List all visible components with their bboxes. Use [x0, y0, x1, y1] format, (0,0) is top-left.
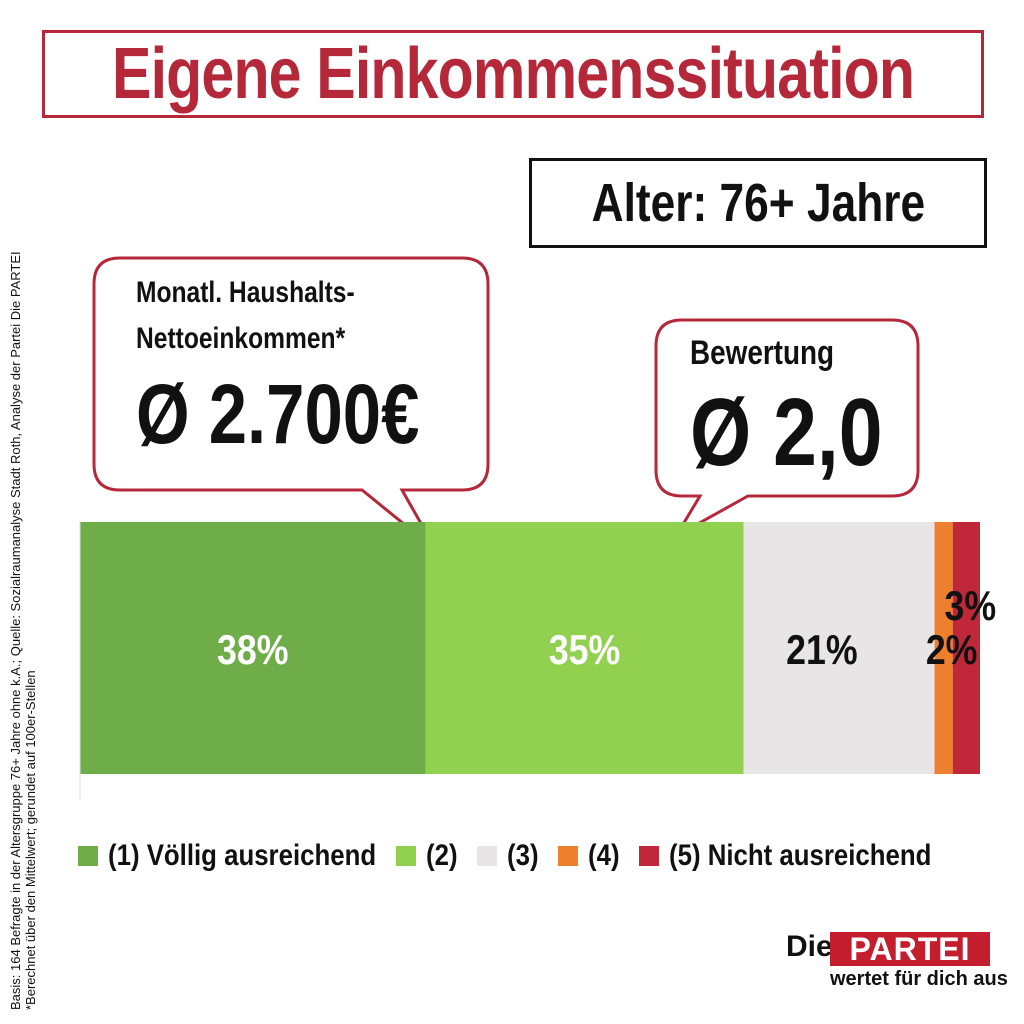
- bar-segment-1: [80, 522, 426, 774]
- bar-segment-4: [934, 522, 953, 774]
- legend-item-2: (2): [395, 839, 458, 873]
- legend-swatch: [395, 846, 416, 866]
- die-partei-logo: Die PARTEI wertet für dich aus: [786, 928, 1008, 998]
- income-value: Ø 2.700€: [136, 367, 420, 461]
- data-label-3: 21%: [786, 627, 857, 673]
- age-group-subtitle: Alter: 76+ Jahre: [591, 173, 925, 233]
- legend-item-1: (1) Völlig ausreichend: [78, 839, 376, 873]
- income-label-line1: Monatl. Haushalts-: [136, 276, 355, 309]
- legend-label: (5) Nicht ausreichend: [669, 839, 932, 872]
- data-label-4: 2%: [926, 627, 978, 673]
- legend-item-3: (3): [477, 839, 539, 873]
- source-footnote-line1: Basis: 164 Befragte in der Altersgruppe …: [8, 251, 23, 1010]
- source-footnote-line2: *Berechnet über den Mittelwert; gerundet…: [23, 670, 38, 1010]
- page-title: Eigene Einkommenssituation: [111, 34, 915, 114]
- data-label-5: 3%: [945, 583, 997, 629]
- stacked-bar: 38% 35% 21% 2%3%: [79, 522, 997, 800]
- rating-label: Bewertung: [690, 334, 835, 372]
- bar-segment-3: [743, 522, 935, 774]
- legend-swatch: [558, 846, 579, 866]
- logo-partei-text: PARTEI: [830, 931, 990, 967]
- legend-label: (1) Völlig ausreichend: [108, 839, 377, 872]
- data-label-2: 35%: [549, 627, 620, 673]
- logo-die-text: Die: [786, 930, 833, 963]
- rating-value: Ø 2,0: [690, 379, 883, 486]
- subtitle-box: Alter: 76+ Jahre: [529, 158, 987, 248]
- income-label-line2: Nettoeinkommen*: [136, 322, 346, 355]
- data-label-1: 38%: [217, 627, 288, 673]
- legend-label: (2): [425, 839, 458, 872]
- title-box: Eigene Einkommenssituation: [42, 30, 984, 118]
- legend-item-5: (5) Nicht ausreichend: [639, 839, 932, 873]
- chart-legend: (1) Völlig ausreichend (2) (3) (4) (5) Nicht…: [78, 836, 998, 876]
- legend-label: (4): [588, 839, 620, 872]
- logo-tagline: wertet für dich aus: [830, 968, 1008, 990]
- income-speech-bubble: [92, 256, 490, 552]
- legend-swatch: [78, 846, 98, 866]
- bar-segment-2: [425, 522, 744, 774]
- bar-segment-5: [952, 522, 980, 774]
- legend-label: (3): [507, 839, 539, 872]
- legend-swatch: [477, 846, 498, 866]
- legend-item-4: (4): [558, 839, 620, 873]
- source-footnote: Basis: 164 Befragte in der Altersgruppe …: [8, 251, 38, 1010]
- legend-swatch: [639, 846, 660, 866]
- rating-speech-bubble: [654, 318, 920, 541]
